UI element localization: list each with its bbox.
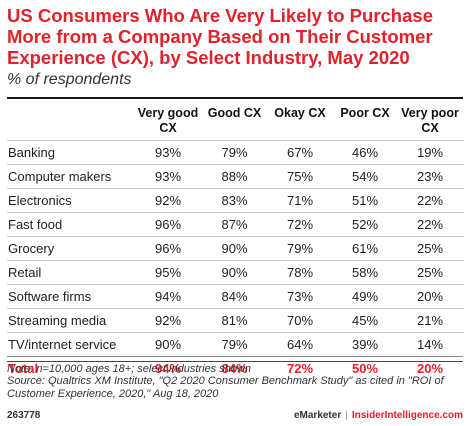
- table-cell: 61%: [333, 236, 397, 261]
- table-row: Electronics 92% 83% 71% 51% 22%: [7, 188, 463, 213]
- row-label: Software firms: [7, 284, 134, 309]
- table-cell: 84%: [202, 284, 267, 309]
- table-cell: 20%: [397, 356, 463, 380]
- column-header-poor-cx: Poor CX: [340, 106, 390, 120]
- table-cell: 20%: [397, 284, 463, 309]
- table-row: Retail 95% 90% 78% 58% 25%: [7, 260, 463, 285]
- table-cell: 73%: [267, 284, 333, 309]
- table-cell: 83%: [202, 188, 267, 213]
- table-row: Software firms 94% 84% 73% 49% 20%: [7, 284, 463, 309]
- column-header-industry: [7, 100, 134, 141]
- table-cell: 96%: [134, 236, 202, 261]
- table-cell: 84%: [202, 356, 267, 380]
- table-top-rule: [7, 97, 463, 99]
- row-label: Retail: [7, 260, 134, 285]
- table-cell: 14%: [397, 332, 463, 357]
- row-label: TV/internet service: [7, 332, 134, 357]
- note-text: Note: n=10,000 ages 18+; select industri…: [7, 363, 251, 375]
- table-cell: 19%: [397, 140, 463, 165]
- table-cell: 23%: [397, 164, 463, 189]
- brand-emarketer: eMarketer: [293, 410, 342, 421]
- table-cell: 79%: [202, 140, 267, 165]
- table-cell: 75%: [267, 164, 333, 189]
- column-header-good-cx: Good CX: [207, 106, 262, 120]
- chart-id: 263778: [7, 410, 41, 421]
- table-cell: 95%: [134, 260, 202, 285]
- table-cell: 96%: [134, 212, 202, 237]
- header-row: Very good CX Good CX Okay CX Poor CX Ver…: [7, 100, 463, 141]
- row-label: Grocery: [7, 236, 134, 261]
- table-cell: 39%: [333, 332, 397, 357]
- table-cell: 81%: [202, 308, 267, 333]
- table-row: Banking 93% 79% 67% 46% 19%: [7, 140, 463, 165]
- column-header-very-good-cx: Very good CX: [137, 106, 199, 135]
- row-label: Banking: [7, 140, 134, 165]
- row-label: Streaming media: [7, 308, 134, 333]
- table-cell: 72%: [267, 212, 333, 237]
- table-cell: 71%: [267, 188, 333, 213]
- column-header-very-poor-cx: Very poor CX: [401, 106, 459, 135]
- table-cell: 88%: [202, 164, 267, 189]
- table-cell: 90%: [202, 260, 267, 285]
- table-body: Banking 93% 79% 67% 46% 19% Computer makers 93%…: [7, 140, 463, 380]
- table-cell: 87%: [202, 212, 267, 237]
- table-cell: 49%: [333, 284, 397, 309]
- table-cell: 93%: [134, 164, 202, 189]
- table-cell: 94%: [134, 356, 202, 380]
- brand-separator: |: [345, 410, 348, 421]
- table-cell: 46%: [333, 140, 397, 165]
- table-cell: 22%: [397, 212, 463, 237]
- table-cell: 22%: [397, 188, 463, 213]
- table-row: Streaming media 92% 81% 70% 45% 21%: [7, 308, 463, 333]
- row-label: Computer makers: [7, 164, 134, 189]
- row-label: Total: [7, 356, 134, 380]
- table-cell: 92%: [134, 308, 202, 333]
- table-cell: 64%: [267, 332, 333, 357]
- table-row: TV/internet service 90% 79% 64% 39% 14%: [7, 332, 463, 357]
- footer-branding: eMarketer | InsiderIntelligence.com: [294, 410, 463, 421]
- table-row: Grocery 96% 90% 79% 61% 25%: [7, 236, 463, 261]
- table-cell: 21%: [397, 308, 463, 333]
- column-header-okay-cx: Okay CX: [274, 106, 326, 120]
- brand-insider-intelligence: InsiderIntelligence.com: [351, 410, 463, 421]
- total-row: Total 94% 84% 72% 50% 20%: [7, 356, 463, 380]
- table-cell: 51%: [333, 188, 397, 213]
- table-cell: 78%: [267, 260, 333, 285]
- table-cell: 92%: [134, 188, 202, 213]
- table-cell: 90%: [134, 332, 202, 357]
- table-cell: 94%: [134, 284, 202, 309]
- table-row: Computer makers 93% 88% 75% 54% 23%: [7, 164, 463, 189]
- table-cell: 52%: [333, 212, 397, 237]
- chart-title: US Consumers Who Are Very Likely to Purc…: [7, 5, 433, 68]
- table-cell: 79%: [202, 332, 267, 357]
- table-cell: 25%: [397, 260, 463, 285]
- table-bottom-rule: [7, 361, 463, 362]
- table-cell: 90%: [202, 236, 267, 261]
- table-cell: 70%: [267, 308, 333, 333]
- table-cell: 72%: [267, 356, 333, 380]
- table-cell: 93%: [134, 140, 202, 165]
- table-cell: 79%: [267, 236, 333, 261]
- row-label: Electronics: [7, 188, 134, 213]
- table-cell: 45%: [333, 308, 397, 333]
- table-cell: 25%: [397, 236, 463, 261]
- chart-subtitle: % of respondents: [7, 71, 132, 88]
- table-row: Fast food 96% 87% 72% 52% 22%: [7, 212, 463, 237]
- data-table: Very good CX Good CX Okay CX Poor CX Ver…: [7, 100, 463, 380]
- row-label: Fast food: [7, 212, 134, 237]
- footnote: Note: n=10,000 ages 18+; select industri…: [7, 363, 465, 400]
- source-text: Source: Qualtrics XM Institute, "Q2 2020…: [7, 375, 444, 400]
- table-cell: 50%: [333, 356, 397, 380]
- table-cell: 58%: [333, 260, 397, 285]
- table-cell: 67%: [267, 140, 333, 165]
- table-cell: 54%: [333, 164, 397, 189]
